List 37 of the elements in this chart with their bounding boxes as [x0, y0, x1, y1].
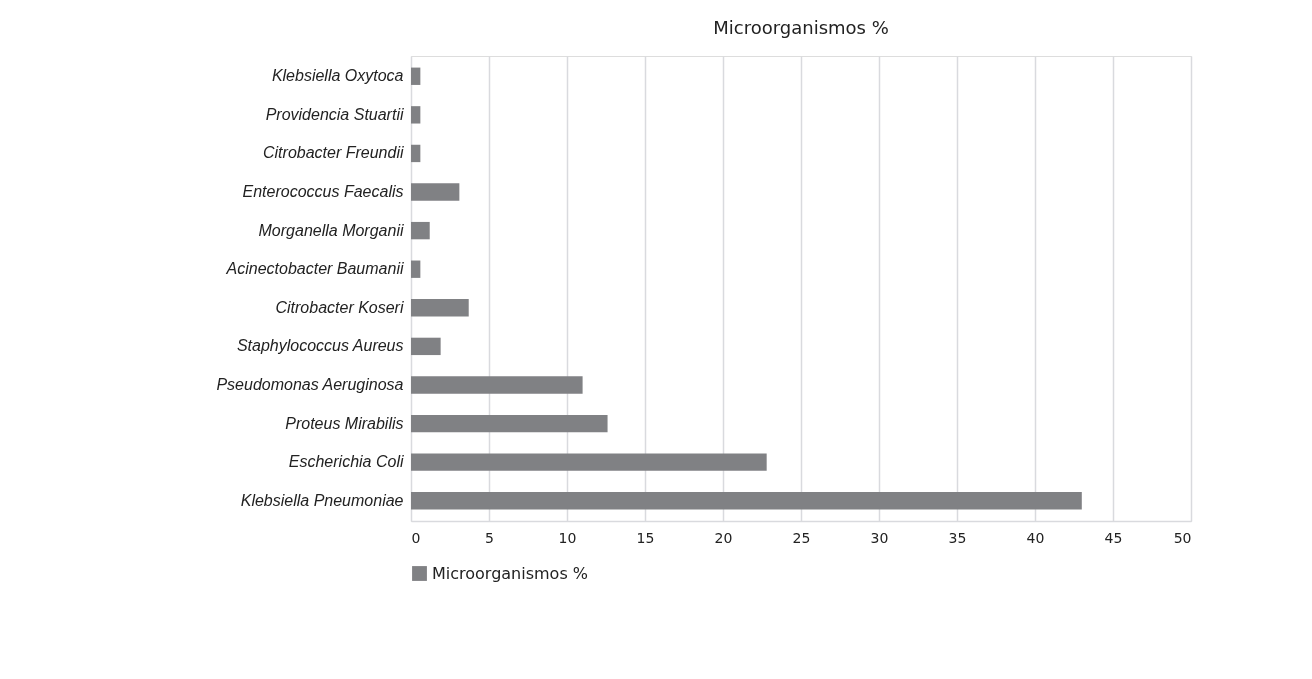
bar [411, 453, 767, 471]
y-tick-label: Klebsiella Oxytoca [271, 67, 404, 85]
y-tick-label: Citrobacter Freundii [263, 144, 404, 162]
bar [411, 106, 421, 124]
y-tick-label: Staphylococcus Aureus [236, 337, 404, 355]
chart-title: Microorganismos % [713, 17, 889, 38]
x-tick-label: 40 [1026, 529, 1045, 546]
bar [411, 183, 460, 201]
bar [411, 376, 583, 394]
x-tick-label: 0 [411, 529, 421, 546]
x-tick-label: 25 [792, 529, 811, 546]
bar [411, 299, 469, 317]
y-tick-label: Enterococcus Faecalis [242, 183, 404, 201]
x-tick-label: 20 [714, 529, 733, 546]
legend-label: Microorganismos % [432, 563, 589, 583]
y-tick-label: Escherichia Coli [288, 453, 404, 471]
x-tick-label: 10 [558, 529, 577, 546]
x-tick-label: 5 [485, 529, 494, 546]
y-tick-label: Proteus Mirabilis [285, 414, 404, 432]
y-tick-label: Providencia Stuartii [265, 105, 404, 123]
x-tick-label: 50 [1173, 529, 1192, 546]
x-tick-label: 45 [1104, 529, 1123, 546]
y-tick-label: Klebsiella Pneumoniae [240, 491, 404, 509]
bar [411, 260, 421, 278]
y-tick-label: Acinectobacter Baumanii [225, 260, 404, 278]
x-tick-label: 15 [636, 529, 655, 546]
bar [411, 492, 1082, 510]
y-tick-label: Morganella Morganii [258, 221, 404, 239]
y-tick-label: Citrobacter Koseri [275, 298, 404, 316]
bar [411, 221, 430, 240]
y-tick-label: Pseudomonas Aeruginosa [216, 375, 404, 393]
bar [411, 337, 441, 356]
x-tick-label: 30 [870, 529, 889, 546]
x-tick-label: 35 [948, 529, 967, 546]
bar [411, 67, 421, 85]
bar [411, 144, 421, 163]
bar [411, 414, 608, 433]
